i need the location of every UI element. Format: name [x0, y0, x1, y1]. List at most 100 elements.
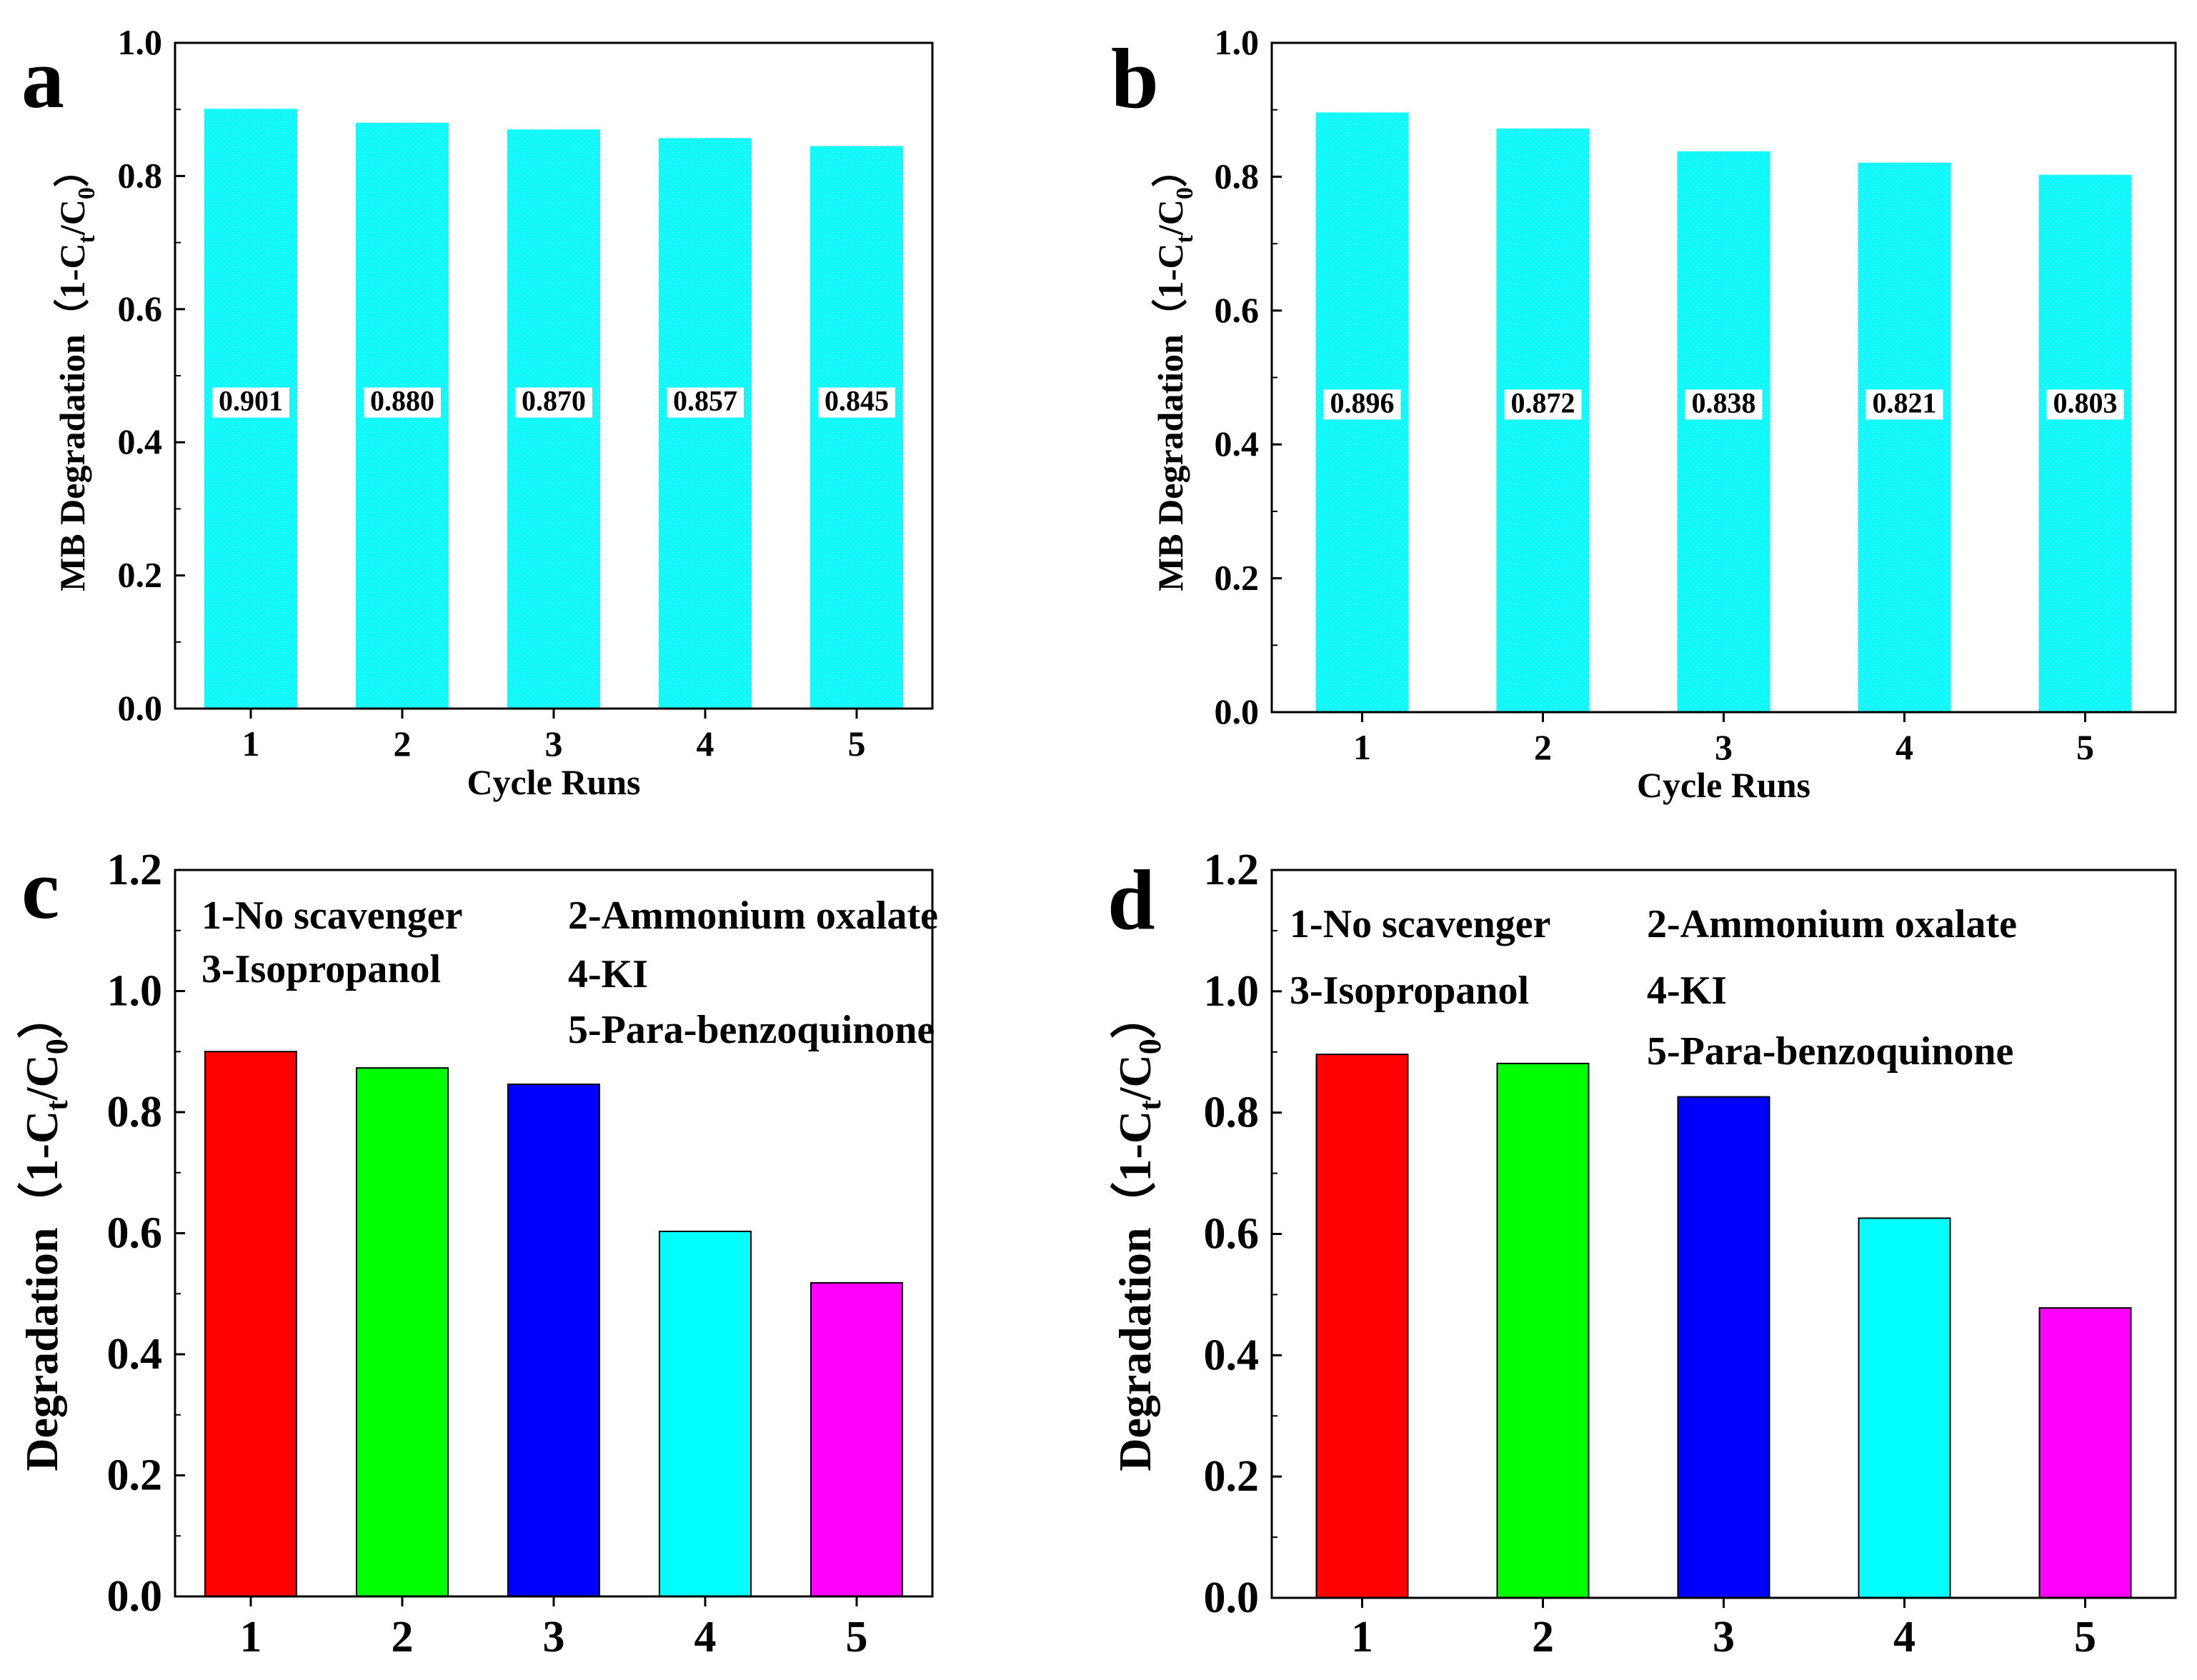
data-label-background [1323, 389, 1401, 420]
y-tick-label: 1.0 [107, 967, 163, 1016]
data-label-background [818, 387, 895, 418]
y-axis-title-sub-0: 0 [1172, 187, 1198, 199]
y-tick-label: 1.0 [1215, 22, 1260, 62]
x-tick-label: 3 [543, 1613, 565, 1661]
x-tick-label: 3 [1715, 727, 1733, 767]
legend-item-1: 1-No scavenger [1290, 902, 1550, 946]
x-tick-label: 1 [242, 724, 260, 764]
data-label-background [515, 387, 592, 418]
y-tick-label: 1.0 [1204, 967, 1260, 1016]
y-tick-label: 0.0 [1204, 1574, 1260, 1622]
y-axis-title-sub-t: t [1132, 1100, 1167, 1111]
y-tick-label: 0.4 [107, 1330, 163, 1379]
data-label: 0.880 [370, 385, 434, 417]
legend-item-5: 5-Para-benzoquinone [568, 1008, 935, 1052]
y-axis-title-sub-t: t [1172, 234, 1198, 243]
x-tick-label: 1 [1351, 1613, 1373, 1661]
y-axis-title-sub-0: 0 [39, 1039, 74, 1054]
y-tick-label: 0.8 [107, 1088, 163, 1136]
legend-item-5: 5-Para-benzoquinone [1647, 1029, 2013, 1074]
bar-5 [810, 1281, 903, 1597]
x-tick-label: 5 [848, 724, 866, 764]
x-tick-label: 3 [545, 724, 563, 764]
y-axis-title-sub-t: t [39, 1100, 74, 1111]
y-axis-title-mid: /C [1110, 1054, 1160, 1101]
legend-item-4: 4-KI [1647, 969, 1727, 1013]
y-tick-label: 1.2 [1204, 846, 1260, 894]
x-tick-label: 5 [2074, 1613, 2096, 1661]
data-label: 0.872 [1511, 386, 1575, 419]
y-axis-title: MB Degradation（1-Ct/C0） [1150, 151, 1198, 591]
bar-2 [1496, 1062, 1590, 1599]
x-tick-label: 1 [1353, 727, 1371, 767]
legend-item-2: 2-Ammonium oxalate [1647, 902, 2017, 946]
data-label-background [1685, 389, 1763, 420]
y-tick-label: 0.0 [1215, 691, 1260, 731]
data-label: 0.838 [1692, 386, 1756, 419]
y-tick-label: 0.2 [118, 555, 163, 595]
y-tick-label: 0.8 [118, 155, 163, 195]
y-axis-title-close: ） [16, 993, 67, 1039]
y-tick-label: 0.2 [1215, 558, 1260, 598]
data-label-background [667, 387, 744, 418]
y-axis-title: Degradation（1-Ct/C0） [1110, 993, 1167, 1471]
x-tick-label: 5 [846, 1613, 868, 1661]
bar-2 [356, 1067, 449, 1597]
y-tick-label: 0.6 [1215, 290, 1260, 330]
y-axis-title-main: Degradation（1-C [1110, 1111, 1160, 1471]
bar-5 [2038, 1307, 2132, 1599]
y-tick-label: 0.4 [1204, 1331, 1260, 1379]
y-tick-label: 0.4 [118, 421, 163, 461]
x-tick-label: 4 [694, 1613, 717, 1661]
y-axis-title-sub-0: 0 [1132, 1039, 1167, 1054]
panel-label-d: d [1107, 852, 1155, 947]
bar-1 [1315, 1054, 1409, 1599]
y-tick-label: 0.0 [118, 688, 163, 728]
bar-5 [2038, 174, 2132, 713]
bar-4 [1858, 162, 1951, 712]
y-axis-title-close: ） [1150, 151, 1190, 187]
panel-label-c: c [21, 841, 59, 936]
y-tick-label: 0.8 [1215, 156, 1260, 196]
data-label: 0.821 [1873, 386, 1937, 419]
x-tick-label: 2 [392, 1613, 414, 1661]
bar-4 [1858, 1217, 1951, 1599]
data-label: 0.870 [522, 385, 586, 417]
y-axis-title: MB Degradation（1-Ct/C0） [52, 151, 100, 591]
y-axis-title-mid: /C [52, 199, 92, 236]
y-tick-label: 0.6 [1204, 1210, 1260, 1259]
x-tick-label: 1 [240, 1613, 262, 1661]
data-label-background [1865, 389, 1943, 420]
y-axis-title-main: Degradation（1-C [16, 1111, 67, 1471]
y-tick-label: 0.2 [107, 1451, 163, 1500]
x-tick-label: 5 [2076, 727, 2094, 767]
y-tick-label: 1.0 [118, 22, 163, 62]
y-axis-title-sub-t: t [74, 234, 100, 243]
y-axis-title-main: MB Degradation（1-C [52, 243, 92, 591]
data-label-background [1504, 389, 1582, 420]
chart-panel-b: 0.896 0.872 0.838 0.821 0.803 1 2 3 4 5 0.0 0.2 0.4 0… [1150, 22, 2177, 805]
legend-item-3: 3-Isopropanol [201, 947, 441, 991]
bar-3 [507, 1084, 600, 1597]
y-axis-title-mid: /C [1150, 199, 1190, 236]
y-axis-title-close: ） [1110, 993, 1160, 1039]
x-axis-title: Cycle Runs [467, 762, 640, 802]
legend-item-2: 2-Ammonium oxalate [568, 894, 938, 938]
bar-3 [1677, 1096, 1770, 1599]
y-axis-title-sub-0: 0 [74, 187, 100, 199]
bar-4 [659, 138, 752, 709]
chart-panel-c: 1 2 3 4 5 0.0 0.2 0.4 0.6 0.8 1.0 1.2 Degradation（1-… [16, 846, 938, 1661]
chart-panel-d: 1 2 3 4 5 0.0 0.2 0.4 0.6 0.8 1.0 1.2 Degradation（1-… [1110, 846, 2177, 1661]
bar-1 [204, 1051, 297, 1597]
y-axis-title: Degradation（1-Ct/C0） [16, 993, 74, 1471]
y-tick-label: 0.6 [118, 289, 163, 329]
chart-panel-a: 0.901 0.880 0.870 0.857 0.845 1 2 3 4 5 0.0 0.2 0.4 0… [52, 22, 934, 802]
x-axis-title: Cycle Runs [1637, 765, 1810, 805]
x-tick-label: 2 [1534, 727, 1552, 767]
x-tick-label: 2 [1532, 1613, 1554, 1661]
y-axis-title-mid: /C [16, 1054, 67, 1101]
bar-3 [507, 129, 600, 709]
bar-4 [659, 1230, 752, 1598]
data-label-background [364, 387, 441, 418]
